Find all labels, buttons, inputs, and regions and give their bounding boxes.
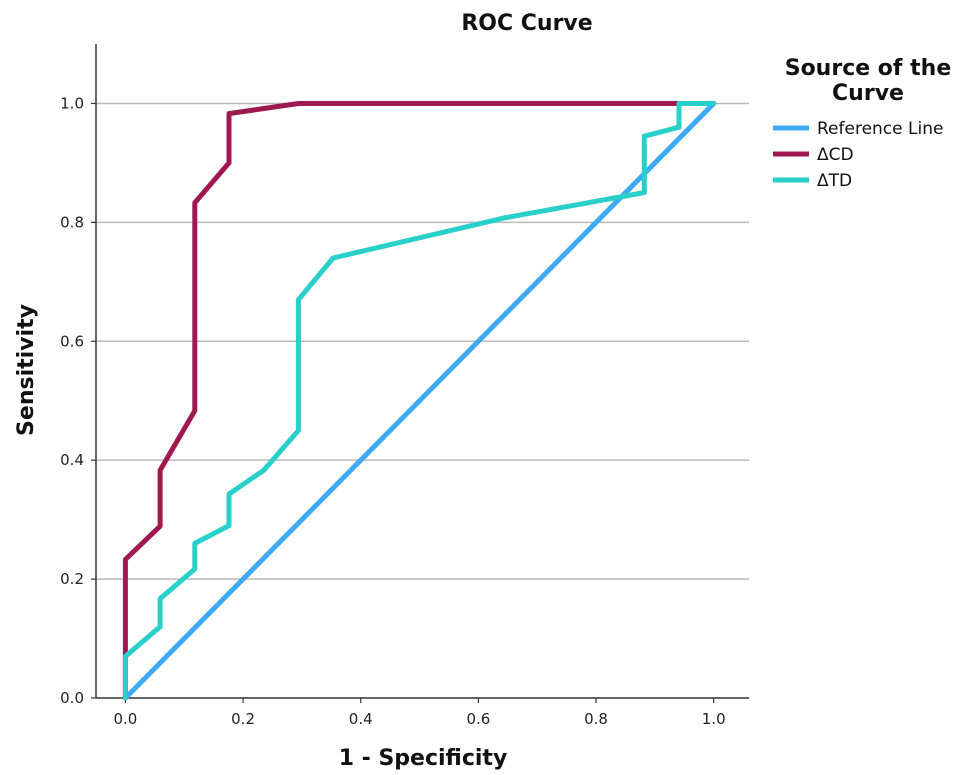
legend-label-2: ΔTD bbox=[817, 171, 852, 191]
y-tick-label-1: 0.2 bbox=[60, 570, 84, 588]
y-axis-title: Sensitivity bbox=[14, 304, 39, 436]
x-axis-title: 1 - Specificity bbox=[339, 746, 508, 771]
x-tick-label-5: 1.0 bbox=[702, 710, 726, 728]
y-tick-label-4: 0.8 bbox=[60, 213, 84, 231]
x-tick-label-1: 0.2 bbox=[231, 710, 255, 728]
chart-title: ROC Curve bbox=[461, 11, 592, 36]
y-tick-label-5: 1.0 bbox=[60, 94, 84, 112]
legend: Source of the Curve Reference Line ΔCD ΔTD bbox=[773, 56, 951, 191]
series-line-0 bbox=[122, 101, 717, 701]
x-tick-labels: 0.0 0.2 0.4 0.6 0.8 1.0 bbox=[113, 698, 726, 728]
series-line-1 bbox=[122, 101, 717, 701]
x-tick-label-4: 0.8 bbox=[584, 710, 608, 728]
x-tick-label-0: 0.0 bbox=[113, 710, 137, 728]
x-tick-label-3: 0.6 bbox=[466, 710, 490, 728]
y-tick-label-0: 0.0 bbox=[60, 689, 84, 707]
series-line-2 bbox=[122, 101, 717, 701]
legend-label-1: ΔCD bbox=[817, 145, 854, 165]
legend-title-line-1: Source of the bbox=[785, 56, 952, 81]
y-tick-labels: 0.0 0.2 0.4 0.6 0.8 1.0 bbox=[60, 94, 96, 707]
legend-title-line-2: Curve bbox=[832, 81, 904, 106]
series-lines bbox=[122, 101, 717, 701]
axes bbox=[95, 44, 749, 699]
y-tick-label-3: 0.6 bbox=[60, 332, 84, 350]
legend-label-0: Reference Line bbox=[817, 119, 943, 139]
y-tick-label-2: 0.4 bbox=[60, 451, 84, 469]
x-tick-label-2: 0.4 bbox=[349, 710, 373, 728]
legend-items: Reference Line ΔCD ΔTD bbox=[773, 119, 943, 191]
